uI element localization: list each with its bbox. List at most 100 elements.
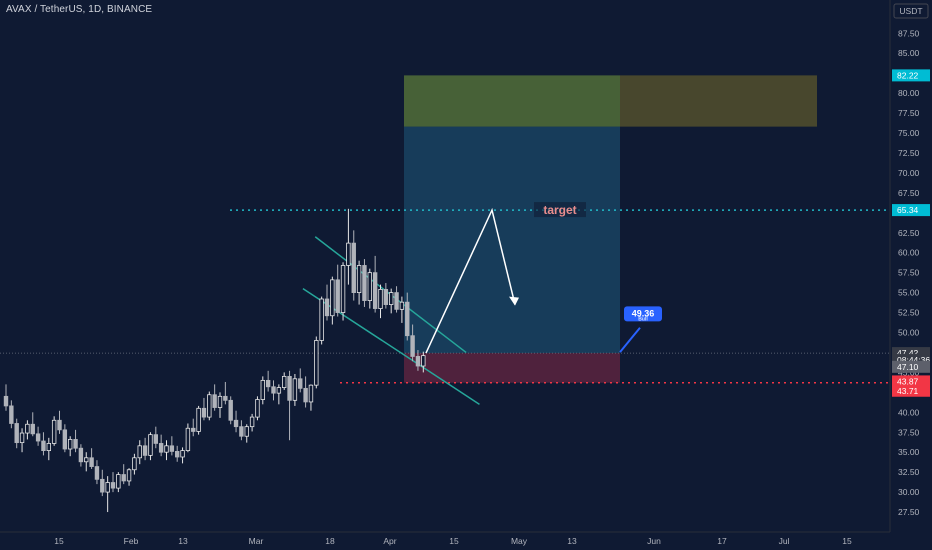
candle-bear [121, 474, 126, 482]
candle-bear [9, 405, 14, 424]
candle-bear [383, 289, 389, 305]
candlesticks [3, 208, 426, 513]
price-axis-bg [890, 0, 932, 550]
price-tick-label: 35.00 [898, 447, 920, 457]
price-tick-label: 37.50 [898, 427, 920, 437]
time-tick-label: May [511, 536, 528, 546]
candle-bull [421, 355, 426, 367]
candle-bull [244, 426, 249, 437]
candle-bear [35, 433, 41, 442]
candle-bull [180, 450, 185, 458]
candle-bear [57, 419, 62, 431]
price-tick-label: 40.00 [898, 407, 920, 417]
price-tick-label: 52.50 [898, 308, 920, 318]
price-tick-label: 85.00 [898, 48, 920, 58]
time-tick-label: 15 [842, 536, 852, 546]
bubble-pointer [619, 327, 641, 353]
candle-bull [319, 298, 324, 341]
price-tick-label: 67.50 [898, 188, 920, 198]
price-tick-label: 60.00 [898, 248, 920, 258]
candle-bear [73, 439, 78, 449]
price-tick-label: 72.50 [898, 148, 920, 158]
candle-bear [169, 445, 175, 452]
candle-bear [62, 429, 68, 450]
price-tag-label: 47.10 [897, 362, 919, 372]
price-tick-label: 50.00 [898, 328, 920, 338]
candle-bear [191, 427, 196, 432]
candle-bear [30, 423, 35, 435]
time-tick-label: 17 [717, 536, 727, 546]
candle-bear [372, 272, 378, 309]
price-axis[interactable]: USDT27.5030.0032.5035.0037.5040.0042.504… [889, 0, 932, 550]
candle-bull [249, 416, 255, 428]
candle-bull [399, 301, 405, 310]
price-tick-label: 75.00 [898, 128, 920, 138]
candle-bear [271, 386, 276, 394]
candle-bull [19, 432, 25, 444]
candle-bear [324, 298, 330, 317]
candle-bear [362, 265, 367, 301]
candle-bull [68, 439, 73, 450]
price-tick-label: 30.00 [898, 487, 920, 497]
price-tag-label: 43.87 [897, 376, 919, 386]
candle-bear [158, 443, 164, 453]
candle-bull [314, 340, 319, 386]
price-tick-label: 57.50 [898, 268, 920, 278]
symbol-title[interactable]: AVAX / TetherUS, 1D, BINANCE [6, 4, 153, 15]
candle-bull [132, 457, 137, 471]
time-tick-label: 13 [178, 536, 188, 546]
position-zones [404, 75, 817, 383]
candle-bull [255, 399, 260, 418]
time-axis[interactable]: 15 Feb 13 Mar 18 Apr 15 May 13 Jun 17 Jul 15 [0, 531, 890, 546]
price-tick-label: 55.00 [898, 288, 920, 298]
candle-bull [137, 445, 142, 459]
candle-bear [298, 378, 303, 389]
currency-button[interactable] [893, 3, 929, 19]
candle-bear [335, 279, 340, 313]
candle-bear [223, 395, 228, 401]
price-tick-label: 87.50 [898, 28, 920, 38]
candle-bear [78, 447, 84, 463]
candle-bull [207, 394, 212, 418]
candle-bull [196, 407, 201, 432]
candle-bear [142, 445, 148, 456]
time-tick-label: Mar [249, 536, 264, 546]
candle-bear [14, 423, 19, 444]
loss-zone [404, 353, 620, 383]
candle-bear [239, 426, 244, 437]
candle-bear [3, 395, 9, 407]
price-tag-bg [892, 384, 930, 397]
time-tick-label: Apr [383, 536, 396, 546]
candle-bear [405, 301, 410, 337]
price-tick-label: 70.00 [898, 168, 920, 178]
candle-bull [346, 242, 351, 266]
arrowhead-icon [509, 296, 519, 306]
candle-bull [340, 265, 346, 313]
candle-bull [260, 379, 265, 400]
candle-bull [164, 445, 169, 453]
price-tick-label: 32.50 [898, 467, 920, 477]
price-tag-label: 08:44:36 [897, 355, 930, 365]
projection-arrow[interactable] [425, 207, 519, 354]
candle-bull [330, 279, 335, 317]
price-tick-label: 27.50 [898, 507, 920, 517]
candle-bear [394, 292, 399, 310]
price-tick-label: 77.50 [898, 108, 920, 118]
candle-bull [217, 395, 223, 408]
time-tick-label: 13 [567, 536, 577, 546]
take-profit-zone-left [404, 75, 620, 127]
projection-path[interactable] [425, 207, 516, 354]
time-tick-label: 18 [325, 536, 335, 546]
candle-bull [105, 482, 110, 493]
target-label-bg [534, 202, 586, 218]
candle-bear [233, 419, 239, 428]
currency-label[interactable]: USDT [899, 6, 922, 16]
candle-bull [292, 378, 298, 401]
candle-bear [201, 407, 207, 418]
time-tick-label: 15 [54, 536, 64, 546]
price-tick-label: 80.00 [898, 88, 920, 98]
profit-zone [404, 126, 620, 354]
